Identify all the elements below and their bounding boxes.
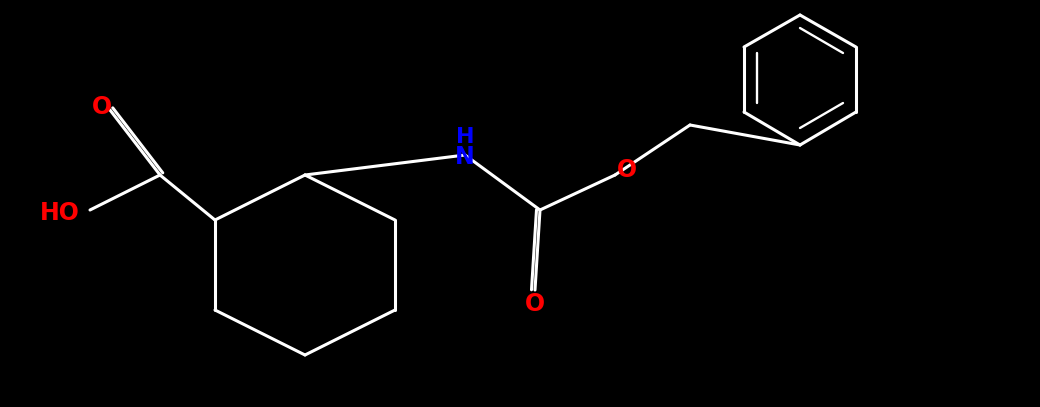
- Text: O: O: [92, 95, 112, 119]
- Text: H: H: [456, 127, 474, 147]
- Text: O: O: [617, 158, 638, 182]
- Text: N: N: [456, 145, 475, 169]
- Text: O: O: [525, 292, 545, 316]
- Text: HO: HO: [41, 201, 80, 225]
